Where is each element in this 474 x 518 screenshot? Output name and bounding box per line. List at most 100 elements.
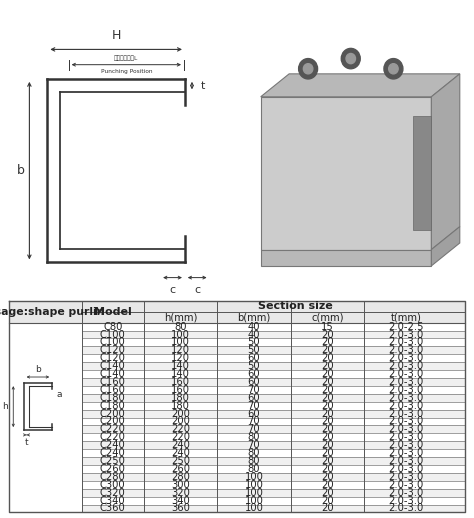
Text: 70: 70 (247, 401, 260, 411)
Text: C220: C220 (100, 433, 126, 442)
Text: 20: 20 (321, 369, 334, 379)
Text: 140: 140 (171, 361, 190, 371)
Circle shape (389, 64, 398, 74)
Text: 220: 220 (171, 433, 190, 442)
Polygon shape (431, 227, 460, 266)
Text: 300: 300 (171, 480, 190, 490)
Text: C220: C220 (100, 424, 126, 435)
Text: Section size: Section size (258, 301, 333, 311)
Text: b(mm): b(mm) (237, 312, 271, 322)
FancyBboxPatch shape (9, 301, 465, 323)
Text: 70: 70 (247, 424, 260, 435)
FancyBboxPatch shape (82, 488, 465, 497)
Text: 20: 20 (321, 409, 334, 419)
Text: 2.0-3.0: 2.0-3.0 (388, 440, 424, 450)
FancyBboxPatch shape (82, 378, 465, 386)
Circle shape (384, 59, 403, 79)
FancyBboxPatch shape (82, 362, 465, 370)
Polygon shape (261, 250, 431, 266)
Text: 180: 180 (171, 393, 190, 403)
Text: 20: 20 (321, 353, 334, 363)
Text: 80: 80 (174, 322, 187, 332)
Text: 40: 40 (247, 322, 260, 332)
Text: C320: C320 (100, 487, 126, 498)
Text: 40: 40 (247, 329, 260, 339)
Text: 20: 20 (321, 440, 334, 450)
Text: 20: 20 (321, 346, 334, 355)
Text: C140: C140 (100, 361, 126, 371)
Text: 220: 220 (171, 424, 190, 435)
FancyBboxPatch shape (82, 457, 465, 465)
Text: b: b (17, 164, 25, 177)
Circle shape (346, 53, 356, 64)
Text: 20: 20 (321, 433, 334, 442)
Text: 2.0-3.0: 2.0-3.0 (388, 393, 424, 403)
Text: C80: C80 (103, 322, 122, 332)
Text: 100: 100 (171, 329, 190, 339)
Text: 70: 70 (247, 440, 260, 450)
Text: 100: 100 (245, 480, 263, 490)
Text: 20: 20 (321, 416, 334, 426)
Text: 2.0-3.0: 2.0-3.0 (388, 448, 424, 458)
Text: C300: C300 (100, 480, 126, 490)
Polygon shape (413, 116, 431, 230)
Text: 20: 20 (321, 401, 334, 411)
Text: 2.0-3.0: 2.0-3.0 (388, 487, 424, 498)
Text: C340: C340 (100, 496, 126, 506)
Text: 20: 20 (321, 329, 334, 339)
Text: C200: C200 (100, 409, 126, 419)
Text: b: b (35, 365, 41, 375)
Text: 100: 100 (245, 503, 263, 513)
Text: 100: 100 (245, 496, 263, 506)
Text: 100: 100 (245, 472, 263, 482)
Text: 140: 140 (171, 369, 190, 379)
Text: C260: C260 (100, 464, 126, 474)
Text: 2.0-3.0: 2.0-3.0 (388, 385, 424, 395)
Text: 20: 20 (321, 503, 334, 513)
Text: 2.0-3.0: 2.0-3.0 (388, 480, 424, 490)
Circle shape (299, 59, 318, 79)
Text: 60: 60 (247, 409, 260, 419)
Text: c(mm): c(mm) (311, 312, 344, 322)
Text: 20: 20 (321, 377, 334, 387)
Text: 2.0-3.0: 2.0-3.0 (388, 377, 424, 387)
Text: c: c (194, 285, 200, 295)
Text: 160: 160 (171, 377, 190, 387)
FancyBboxPatch shape (82, 473, 465, 481)
Text: C360: C360 (100, 503, 126, 513)
Text: 20: 20 (321, 464, 334, 474)
Text: 2.0-3.0: 2.0-3.0 (388, 353, 424, 363)
Text: C240: C240 (100, 440, 126, 450)
Text: C250: C250 (100, 456, 126, 466)
Text: C120: C120 (100, 346, 126, 355)
Text: 2.0-3.0: 2.0-3.0 (388, 409, 424, 419)
Text: 20: 20 (321, 385, 334, 395)
Text: 60: 60 (247, 353, 260, 363)
Text: 20: 20 (321, 337, 334, 348)
Text: 240: 240 (171, 448, 190, 458)
Text: 70: 70 (247, 416, 260, 426)
Polygon shape (261, 74, 460, 97)
Text: C100: C100 (100, 329, 126, 339)
Text: 100: 100 (171, 337, 190, 348)
FancyBboxPatch shape (82, 441, 465, 449)
Text: 80: 80 (247, 464, 260, 474)
Text: 2.0-3.0: 2.0-3.0 (388, 472, 424, 482)
Text: 2.0-3.0: 2.0-3.0 (388, 401, 424, 411)
Text: H: H (111, 29, 121, 42)
Circle shape (341, 48, 360, 69)
Text: a: a (57, 391, 63, 399)
Text: 60: 60 (247, 369, 260, 379)
Text: 2.0-3.0: 2.0-3.0 (388, 456, 424, 466)
Text: 120: 120 (171, 353, 190, 363)
Text: 360: 360 (171, 503, 190, 513)
Text: 20: 20 (321, 496, 334, 506)
Text: Punching Position: Punching Position (100, 69, 152, 74)
Text: 200: 200 (171, 409, 190, 419)
Text: 20: 20 (321, 480, 334, 490)
Text: 20: 20 (321, 361, 334, 371)
Text: 20: 20 (321, 472, 334, 482)
Text: 50: 50 (247, 346, 260, 355)
Text: 160: 160 (171, 385, 190, 395)
Text: 2.0-3.0: 2.0-3.0 (388, 416, 424, 426)
